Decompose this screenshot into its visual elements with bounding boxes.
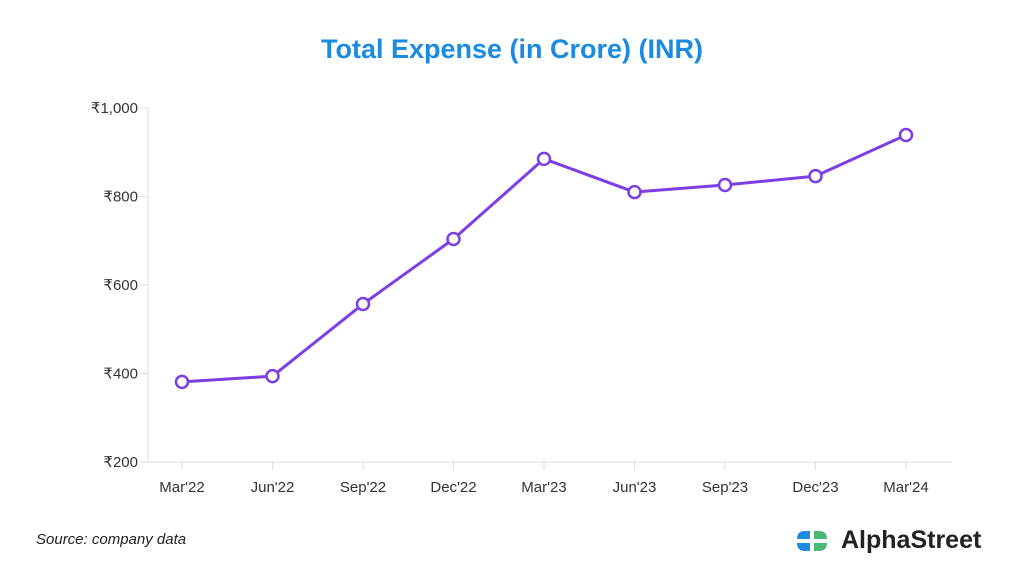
source-note: Source: company data bbox=[36, 531, 187, 548]
chart-title: Total Expense (in Crore) (INR) bbox=[320, 34, 704, 64]
x-tick-label: Dec'22 bbox=[430, 479, 476, 496]
x-tick-label: Mar'22 bbox=[159, 479, 204, 496]
y-tick-label: ₹200 bbox=[103, 454, 138, 471]
data-point bbox=[717, 177, 733, 193]
x-tick-label: Jun'23 bbox=[613, 479, 657, 496]
data-point bbox=[898, 127, 914, 143]
data-point bbox=[627, 184, 642, 200]
x-tick-label: Mar'23 bbox=[521, 479, 566, 496]
x-tick-label: Sep'23 bbox=[702, 479, 748, 496]
data-point bbox=[808, 168, 823, 184]
data-point bbox=[174, 374, 190, 390]
x-tick-label: Mar'24 bbox=[883, 479, 928, 496]
brand-name: AlphaStreet bbox=[841, 526, 982, 554]
x-tick-label: Sep'22 bbox=[340, 479, 386, 496]
y-tick-label: ₹800 bbox=[103, 189, 138, 206]
alphastreet-logo: AlphaStreet bbox=[795, 526, 981, 555]
alphastreet-logo-icon bbox=[797, 530, 827, 551]
x-tick-label: Jun'22 bbox=[251, 479, 295, 496]
y-tick-label: ₹1,000 bbox=[91, 100, 138, 117]
y-tick-label: ₹600 bbox=[103, 277, 138, 294]
data-point bbox=[265, 368, 280, 384]
data-point bbox=[536, 151, 552, 167]
data-point bbox=[355, 296, 371, 312]
series-line bbox=[181, 133, 907, 384]
y-tick-label: ₹400 bbox=[103, 366, 138, 383]
data-point bbox=[446, 231, 461, 247]
x-tick-label: Dec'23 bbox=[792, 479, 838, 496]
